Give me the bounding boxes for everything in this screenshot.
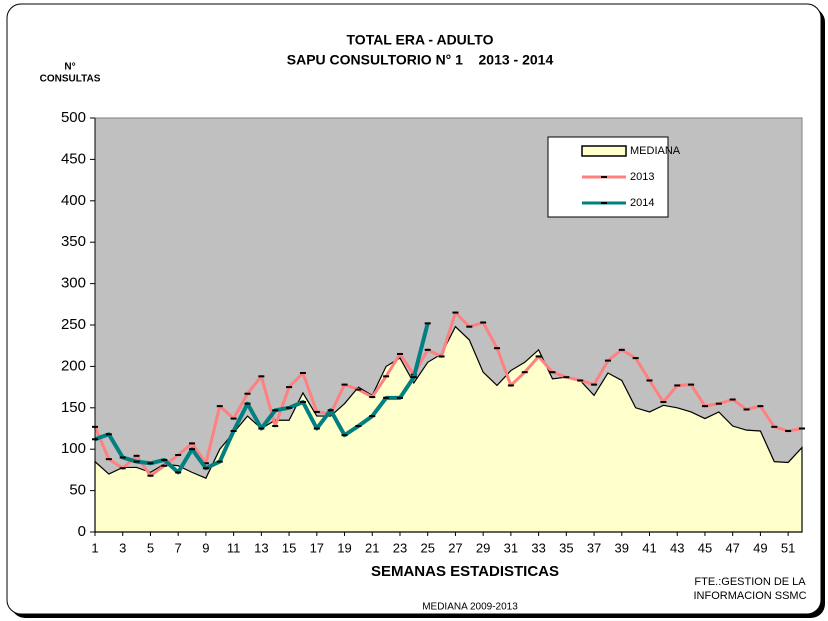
x-tick-label: 25 — [420, 540, 434, 555]
x-tick-label: 45 — [698, 540, 712, 555]
x-tick-label: 23 — [393, 540, 407, 555]
x-tick-label: 33 — [531, 540, 545, 555]
x-tick-label: 31 — [504, 540, 518, 555]
source: FTE.:GESTION DE LA — [694, 576, 806, 588]
x-tick-label: 13 — [254, 540, 268, 555]
x-tick-label: 29 — [476, 540, 490, 555]
y-tick-label: 500 — [61, 109, 86, 126]
y-tick-label: 100 — [61, 440, 86, 457]
x-tick-label: 1 — [91, 540, 98, 555]
x-tick-label: 15 — [282, 540, 296, 555]
y-tick-label: 450 — [61, 150, 86, 167]
y-axis-label: N° — [64, 62, 75, 73]
area — [94, 325, 803, 533]
chart-subtitle: SAPU CONSULTORIO N° 1 2013 - 2014 — [287, 52, 554, 68]
y-tick-label: 300 — [61, 275, 86, 292]
x-tick-label: 47 — [725, 540, 739, 555]
x-tick-label: 3 — [119, 540, 126, 555]
y-tick-label: 400 — [61, 192, 86, 209]
x-axis-label: SEMANAS ESTADISTICAS — [371, 563, 559, 580]
x-tick-label: 17 — [310, 540, 324, 555]
x-tick-label: 7 — [175, 540, 182, 555]
x-tick-label: 39 — [615, 540, 629, 555]
x-tick-label: 41 — [642, 540, 656, 555]
x-tick-label: 43 — [670, 540, 684, 555]
x-tick-label: 49 — [753, 540, 767, 555]
source: INFORMACION SSMC — [693, 590, 806, 602]
x-tick-label: 9 — [202, 540, 209, 555]
y-tick-label: 350 — [61, 233, 86, 250]
legend-label: MEDIANA — [630, 145, 681, 157]
note: MEDIANA 2009-2013 — [422, 602, 518, 613]
legend-label: 2014 — [630, 197, 654, 209]
y-axis-label: CONSULTAS — [40, 74, 101, 85]
x-tick-label: 5 — [147, 540, 154, 555]
y-tick-label: 50 — [69, 482, 86, 499]
x-tick-label: 37 — [587, 540, 601, 555]
x-tick-label: 35 — [559, 540, 573, 555]
x-tick-label: 19 — [337, 540, 351, 555]
legend-label: 2013 — [630, 171, 654, 183]
y-tick-label: 250 — [61, 316, 86, 333]
chart-title: TOTAL ERA - ADULTO — [347, 32, 494, 48]
x-tick-label: 27 — [448, 540, 462, 555]
legend-swatch — [581, 145, 627, 157]
y-tick-label: 200 — [61, 357, 86, 374]
x-tick-label: 11 — [227, 540, 241, 555]
x-tick-label: 21 — [365, 540, 379, 555]
x-tick-label: 51 — [781, 540, 795, 555]
line — [93, 311, 803, 478]
y-tick-label: 0 — [78, 523, 86, 540]
y-tick-label: 150 — [61, 399, 86, 416]
